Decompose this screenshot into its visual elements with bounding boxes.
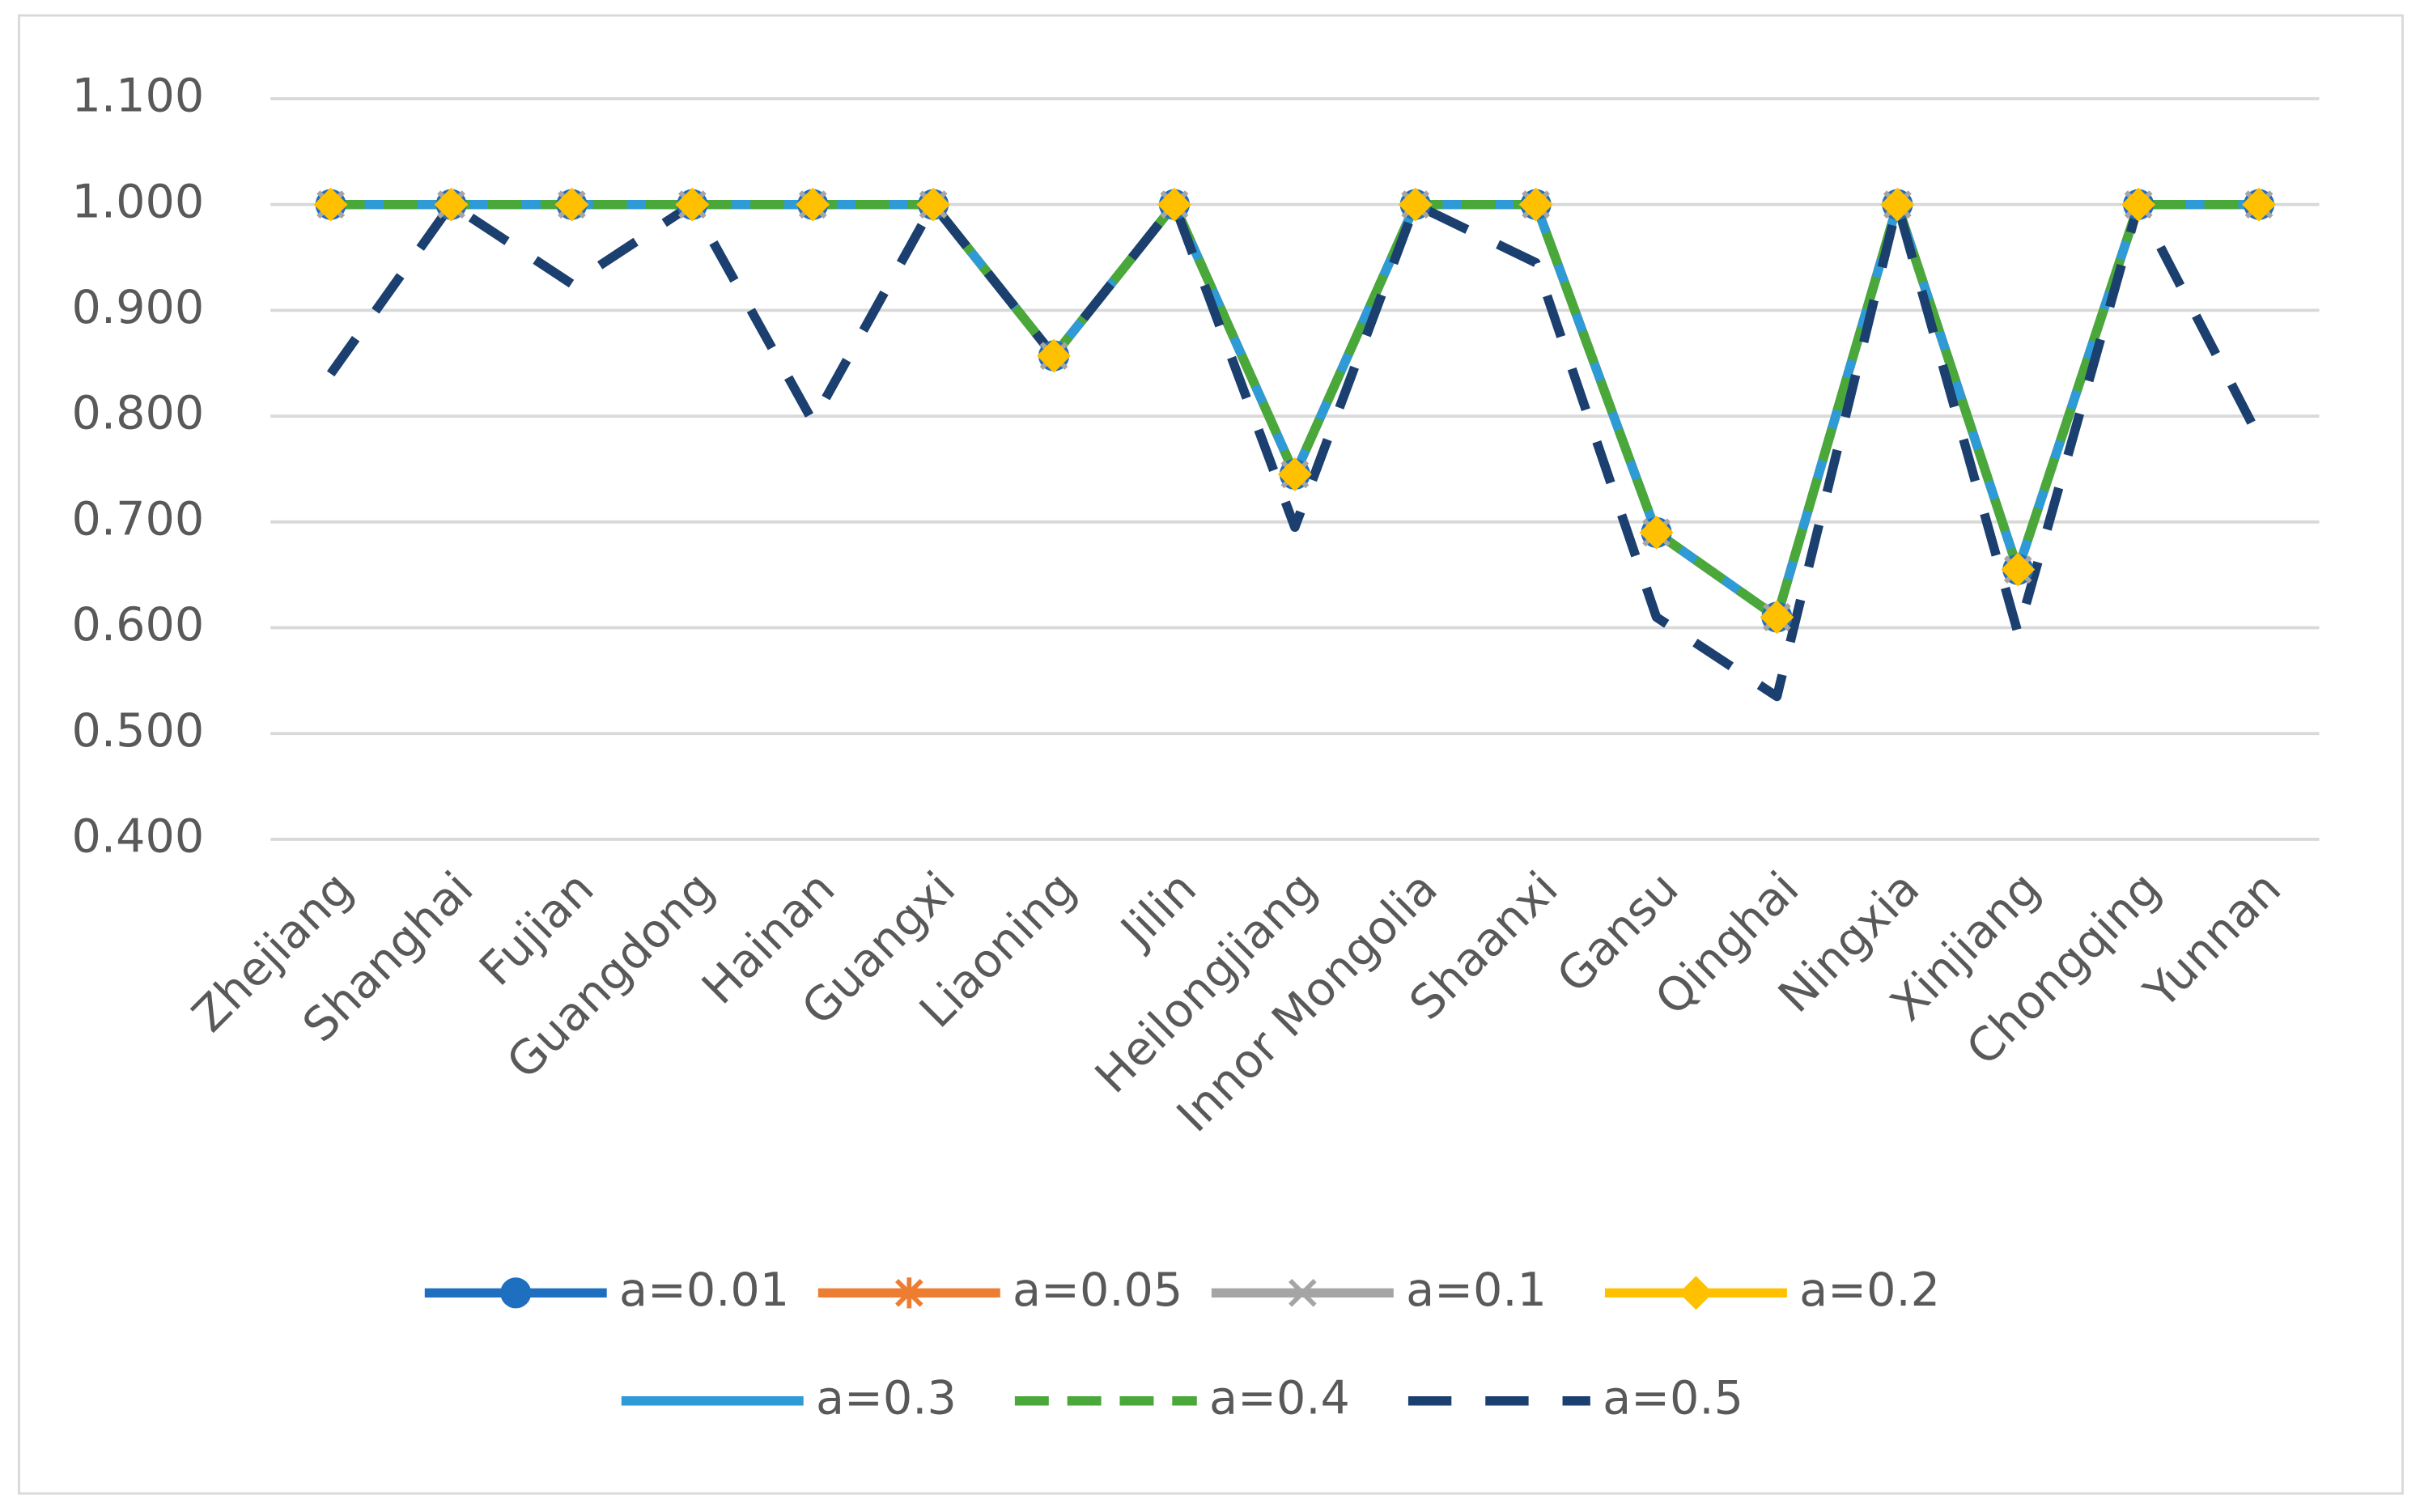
legend-marker	[895, 1277, 923, 1309]
y-tick-label: 1.000	[72, 175, 205, 228]
legend-label: a=0.2	[1799, 1264, 1940, 1317]
y-tick-label: 0.800	[72, 387, 205, 440]
legend-label: a=0.5	[1603, 1371, 1743, 1425]
legend-label: a=0.1	[1406, 1264, 1547, 1317]
legend-marker	[1679, 1276, 1713, 1310]
legend-label: a=0.05	[1013, 1264, 1182, 1317]
series-line	[326, 199, 2264, 702]
y-tick-label: 0.700	[72, 492, 205, 546]
y-tick-label: 1.100	[72, 70, 205, 123]
y-tick-label: 0.500	[72, 704, 205, 758]
legend-label: a=0.4	[1209, 1371, 1350, 1425]
legend-marker	[1289, 1279, 1317, 1307]
legend-label: a=0.01	[619, 1264, 789, 1317]
legend-label: a=0.3	[816, 1371, 957, 1425]
chart-border	[18, 14, 2404, 1495]
y-tick-label: 0.600	[72, 598, 205, 652]
legend-marker	[500, 1277, 532, 1309]
marker	[1037, 338, 1072, 373]
y-tick-label: 0.900	[72, 281, 205, 334]
marker	[1277, 457, 1312, 491]
y-tick-label: 0.400	[72, 810, 205, 864]
